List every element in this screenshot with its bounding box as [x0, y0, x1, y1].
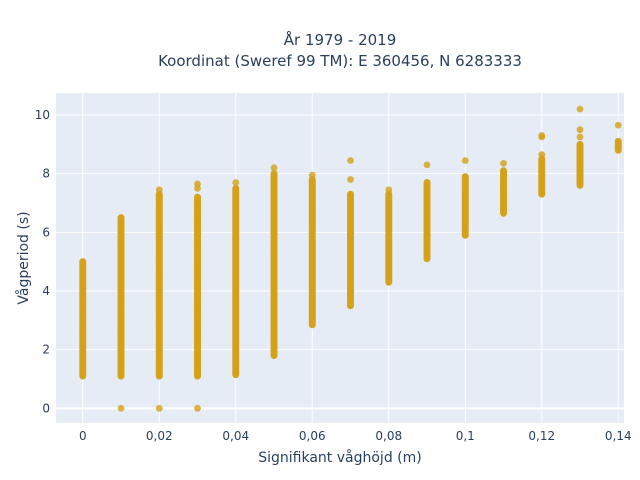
x-tick-label: 0,08 [375, 429, 402, 443]
x-tick-label: 0,14 [605, 429, 632, 443]
x-tick-labels: 0 0,02 0,04 0,06 0,08 0,1 0,12 0,14 [79, 429, 632, 443]
y-tick-label: 8 [42, 167, 50, 181]
data-point-outlier [423, 161, 431, 169]
data-point-outlier [155, 404, 163, 412]
data-point-outlier [576, 105, 584, 113]
data-point [500, 167, 507, 174]
data-point [462, 173, 469, 180]
data-point-outlier [538, 132, 546, 139]
data-point [615, 138, 622, 145]
y-tick-label: 0 [42, 401, 50, 415]
data-point-outlier [155, 186, 163, 194]
data-point-outlier [461, 157, 469, 164]
x-tick-label: 0 [79, 429, 87, 443]
data-point [347, 191, 354, 198]
data-point [194, 193, 201, 201]
data-point [232, 185, 239, 192]
data-points [79, 105, 622, 412]
data-point [79, 258, 86, 265]
y-axis-title: Vågperiod (s) [15, 211, 32, 304]
data-point [423, 179, 431, 186]
data-point-outlier [117, 404, 125, 412]
data-point-outlier [194, 180, 201, 188]
data-point [117, 214, 125, 221]
y-tick-label: 4 [42, 284, 50, 298]
data-point-outlier [347, 176, 354, 183]
y-tick-label: 10 [35, 108, 50, 122]
x-axis-title: Signifikant våghöjd (m) [258, 449, 421, 466]
data-point [270, 170, 278, 177]
data-point-outlier [614, 121, 622, 129]
y-tick-label: 6 [42, 225, 50, 239]
data-point-outlier [538, 151, 546, 159]
data-point-outlier [576, 126, 584, 134]
x-tick-label: 0,1 [456, 429, 475, 443]
data-point-outlier [576, 133, 584, 141]
data-point-outlier [194, 404, 201, 412]
chart-title-line-1: År 1979 - 2019 [284, 30, 397, 49]
data-point [576, 141, 584, 148]
x-tick-label: 0,06 [299, 429, 326, 443]
data-point-outlier [270, 164, 278, 172]
data-point-outlier [385, 186, 393, 194]
data-point-outlier [308, 171, 316, 179]
grid [56, 93, 624, 423]
y-tick-label: 2 [42, 343, 50, 357]
x-tick-label: 0,12 [528, 429, 555, 443]
data-point-outlier [347, 157, 354, 164]
plot-background [56, 93, 624, 423]
data-point-outlier [232, 179, 240, 186]
chart-title-line-2: Koordinat (Sweref 99 TM): E 360456, N 62… [158, 52, 522, 70]
data-point-outlier [500, 160, 507, 167]
x-tick-label: 0,02 [146, 429, 173, 443]
y-tick-labels: 0 2 4 6 8 10 [35, 108, 50, 415]
x-tick-label: 0,04 [222, 429, 249, 443]
